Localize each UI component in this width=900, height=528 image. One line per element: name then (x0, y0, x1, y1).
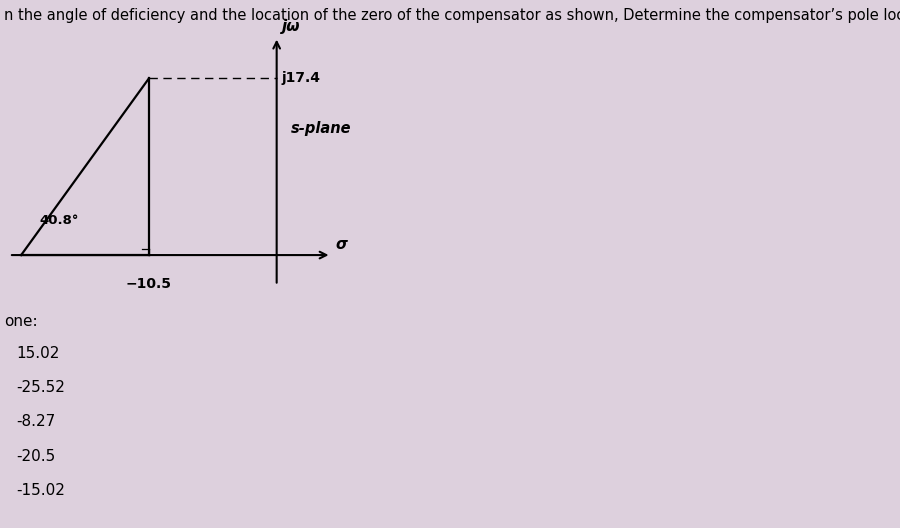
Text: -20.5: -20.5 (16, 449, 56, 464)
Text: -15.02: -15.02 (16, 483, 65, 498)
Text: 40.8°: 40.8° (40, 214, 79, 227)
Text: jω: jω (282, 18, 300, 34)
Text: 15.02: 15.02 (16, 346, 59, 361)
Text: s-plane: s-plane (292, 120, 352, 136)
Text: −10.5: −10.5 (126, 277, 172, 291)
Text: -25.52: -25.52 (16, 380, 65, 395)
Text: σ: σ (335, 237, 346, 252)
Text: one:: one: (4, 314, 38, 329)
Text: n the angle of deficiency and the location of the zero of the compensator as sho: n the angle of deficiency and the locati… (4, 8, 900, 23)
Text: j17.4: j17.4 (282, 71, 320, 86)
Text: -8.27: -8.27 (16, 414, 56, 429)
